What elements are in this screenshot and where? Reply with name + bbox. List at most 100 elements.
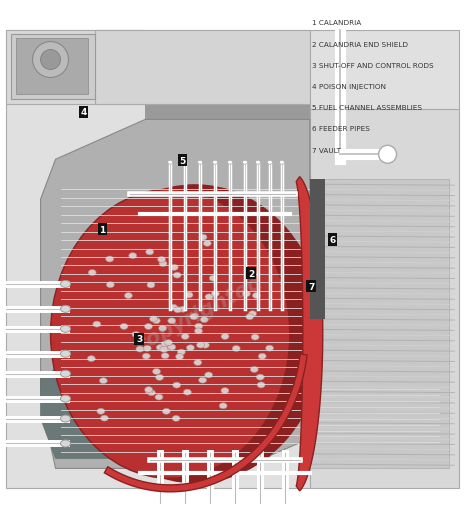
Text: 5: 5 [180, 157, 186, 165]
Ellipse shape [194, 360, 202, 366]
Ellipse shape [267, 161, 273, 165]
Ellipse shape [203, 241, 211, 247]
Polygon shape [6, 30, 310, 488]
Ellipse shape [265, 345, 273, 351]
Ellipse shape [129, 253, 137, 259]
Ellipse shape [173, 273, 181, 279]
Polygon shape [95, 30, 310, 105]
Ellipse shape [120, 324, 128, 330]
Ellipse shape [164, 340, 173, 346]
Ellipse shape [161, 353, 169, 359]
Ellipse shape [212, 161, 218, 165]
Text: 3 SHUT-OFF AND CONTROL RODS: 3 SHUT-OFF AND CONTROL RODS [312, 63, 433, 69]
Ellipse shape [168, 344, 176, 350]
Ellipse shape [242, 291, 250, 297]
Ellipse shape [219, 403, 227, 409]
Ellipse shape [159, 261, 167, 267]
Ellipse shape [152, 318, 160, 324]
Ellipse shape [162, 346, 169, 352]
Ellipse shape [147, 282, 155, 288]
Ellipse shape [146, 249, 154, 256]
Ellipse shape [145, 387, 153, 393]
Ellipse shape [61, 350, 71, 358]
Ellipse shape [61, 440, 71, 447]
Ellipse shape [197, 342, 204, 348]
Polygon shape [145, 105, 310, 270]
Ellipse shape [174, 307, 182, 313]
Ellipse shape [170, 265, 178, 271]
Ellipse shape [168, 318, 176, 324]
Ellipse shape [258, 354, 266, 360]
Circle shape [379, 146, 397, 164]
Ellipse shape [186, 345, 194, 351]
Ellipse shape [209, 276, 217, 282]
Text: 6 FEEDER PIPES: 6 FEEDER PIPES [312, 126, 370, 132]
Ellipse shape [168, 161, 173, 165]
Ellipse shape [177, 349, 185, 356]
Ellipse shape [143, 345, 151, 351]
Ellipse shape [100, 378, 107, 384]
Polygon shape [16, 38, 89, 95]
Ellipse shape [179, 307, 187, 313]
Text: 2: 2 [248, 269, 255, 278]
Ellipse shape [106, 257, 114, 263]
Ellipse shape [172, 416, 180, 422]
Text: 5 FUEL CHANNEL ASSEMBLIES: 5 FUEL CHANNEL ASSEMBLIES [312, 105, 422, 111]
Ellipse shape [132, 332, 140, 338]
Ellipse shape [142, 354, 150, 360]
Ellipse shape [198, 161, 202, 165]
Ellipse shape [156, 345, 164, 351]
FancyBboxPatch shape [310, 180, 449, 469]
Ellipse shape [150, 316, 157, 322]
Ellipse shape [194, 328, 202, 334]
Text: 1: 1 [99, 225, 105, 234]
Ellipse shape [173, 382, 181, 388]
Ellipse shape [279, 161, 284, 165]
Ellipse shape [185, 292, 193, 298]
Ellipse shape [145, 324, 153, 330]
Ellipse shape [124, 293, 132, 299]
Text: 7 VAULT: 7 VAULT [312, 147, 341, 153]
Ellipse shape [211, 291, 219, 297]
Ellipse shape [221, 388, 229, 394]
Ellipse shape [61, 371, 71, 377]
Ellipse shape [51, 190, 290, 478]
Ellipse shape [205, 372, 213, 378]
Ellipse shape [251, 334, 259, 340]
Ellipse shape [100, 415, 109, 421]
Polygon shape [41, 369, 270, 459]
Ellipse shape [190, 314, 198, 320]
Ellipse shape [250, 367, 258, 373]
Ellipse shape [160, 346, 168, 352]
Ellipse shape [136, 346, 144, 352]
Ellipse shape [201, 342, 210, 348]
Ellipse shape [255, 161, 260, 165]
Ellipse shape [201, 317, 208, 323]
Ellipse shape [181, 334, 189, 340]
Ellipse shape [248, 311, 256, 317]
Text: copyrighted: copyrighted [132, 271, 266, 355]
Circle shape [41, 50, 61, 70]
Ellipse shape [175, 354, 183, 360]
Ellipse shape [182, 161, 188, 165]
Text: 4 POISON INJECTION: 4 POISON INJECTION [312, 84, 386, 90]
Ellipse shape [170, 305, 178, 311]
Ellipse shape [246, 314, 254, 320]
Polygon shape [310, 180, 325, 319]
Ellipse shape [93, 322, 101, 327]
Ellipse shape [205, 294, 213, 300]
Text: 7: 7 [308, 282, 314, 291]
Ellipse shape [61, 306, 71, 313]
Ellipse shape [153, 369, 161, 375]
Ellipse shape [87, 356, 95, 362]
Text: 6: 6 [329, 235, 336, 244]
Polygon shape [6, 30, 145, 105]
Ellipse shape [199, 235, 207, 241]
Ellipse shape [155, 375, 164, 381]
Ellipse shape [232, 346, 240, 352]
Ellipse shape [257, 382, 265, 388]
Polygon shape [296, 177, 323, 491]
Ellipse shape [163, 409, 170, 415]
Polygon shape [310, 110, 459, 488]
Text: 1 CALANDRIA: 1 CALANDRIA [312, 20, 361, 26]
